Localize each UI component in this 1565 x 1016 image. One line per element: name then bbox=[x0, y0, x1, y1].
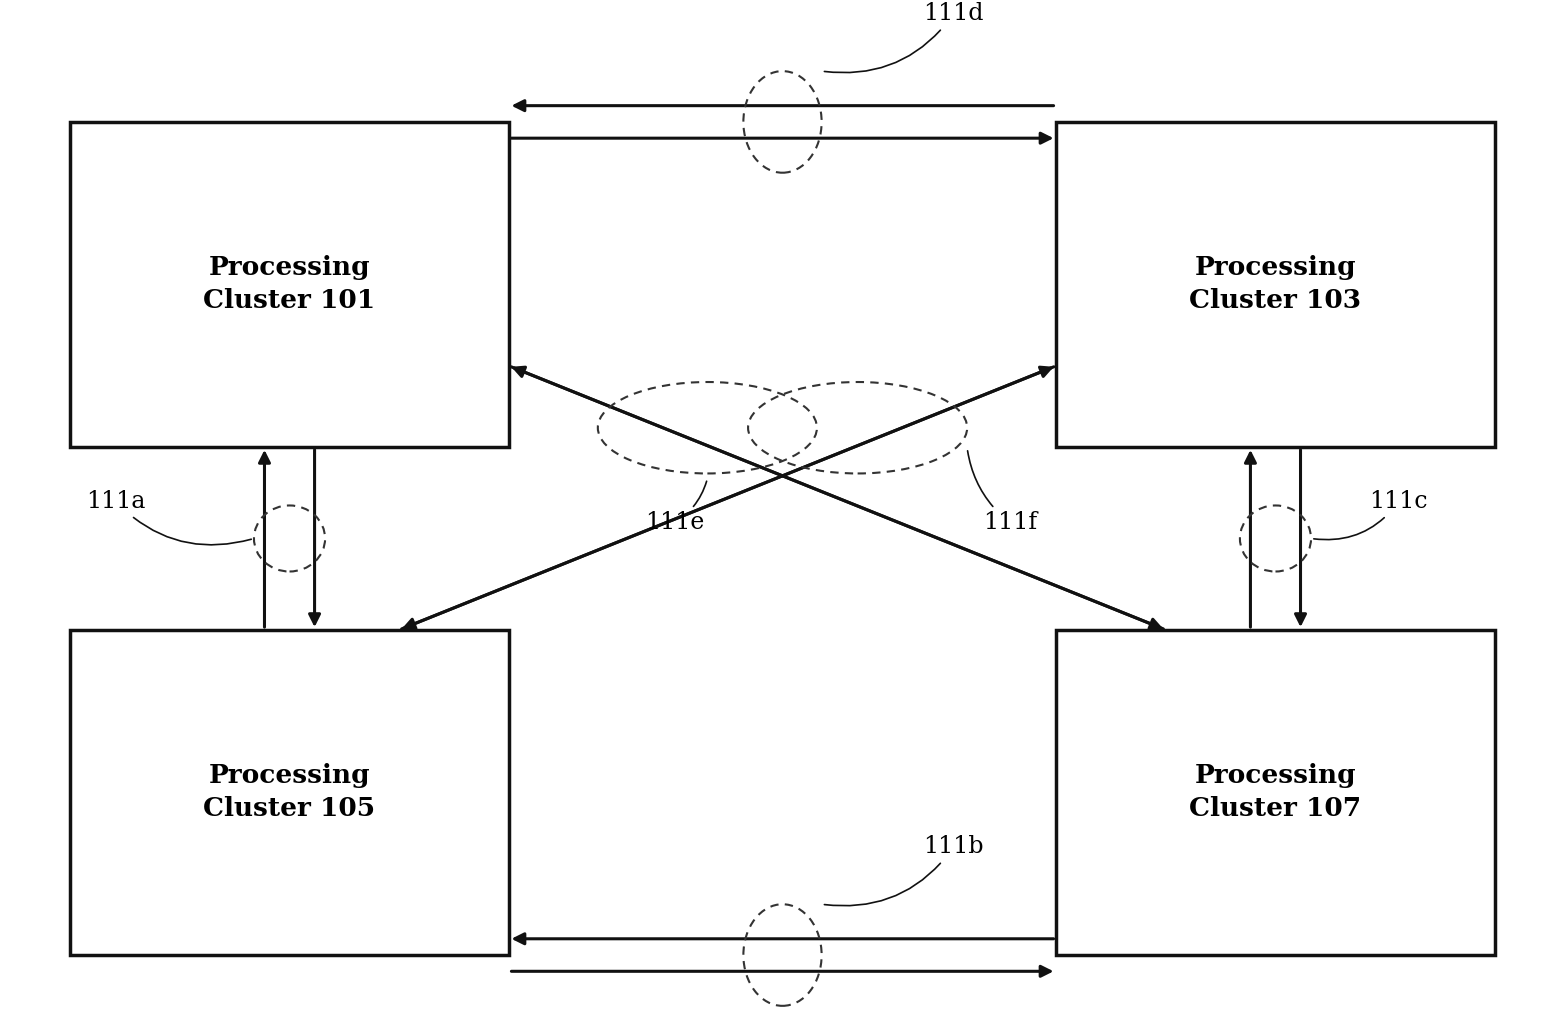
Text: 111e: 111e bbox=[645, 482, 707, 534]
Text: Processing
Cluster 107: Processing Cluster 107 bbox=[1189, 763, 1362, 822]
Bar bbox=[70, 630, 509, 955]
Text: 111c: 111c bbox=[1313, 490, 1427, 539]
Text: 111f: 111f bbox=[967, 451, 1038, 534]
Bar bbox=[70, 122, 509, 447]
Bar bbox=[1056, 630, 1495, 955]
Text: 111a: 111a bbox=[86, 490, 252, 545]
Text: 111b: 111b bbox=[825, 835, 984, 905]
Text: 111d: 111d bbox=[825, 2, 984, 72]
Text: Processing
Cluster 105: Processing Cluster 105 bbox=[203, 763, 376, 822]
Text: Processing
Cluster 101: Processing Cluster 101 bbox=[203, 255, 376, 314]
Bar bbox=[1056, 122, 1495, 447]
Text: Processing
Cluster 103: Processing Cluster 103 bbox=[1189, 255, 1362, 314]
